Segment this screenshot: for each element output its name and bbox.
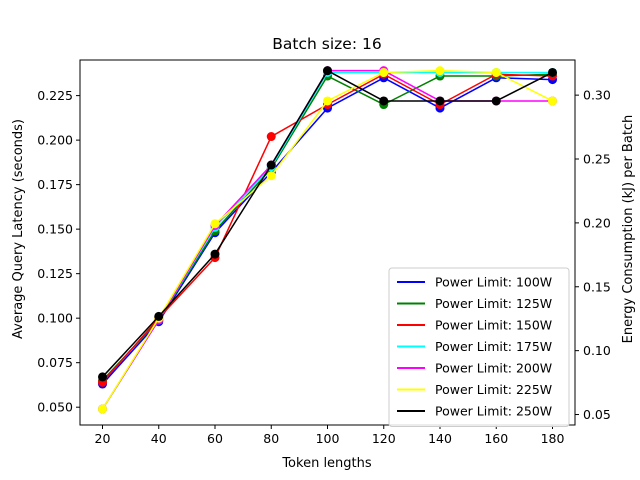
y-right-tick-label: 0.15	[583, 279, 611, 294]
legend: Power Limit: 100W Power Limit: 125W Power …	[388, 267, 570, 427]
legend-label: Power Limit: 200W	[435, 361, 552, 376]
legend-label: Power Limit: 250W	[435, 404, 552, 419]
legend-label: Power Limit: 100W	[435, 275, 552, 290]
x-tick-label: 60	[207, 431, 223, 446]
y-tick-label: 0.075	[37, 355, 73, 370]
legend-label: Power Limit: 150W	[435, 318, 552, 333]
y-tick-label: 0.200	[37, 133, 73, 148]
y-right-tick-label: 0.05	[583, 407, 611, 422]
data-point	[154, 311, 164, 321]
data-point	[266, 171, 276, 181]
data-point	[323, 96, 332, 106]
data-point	[491, 96, 501, 106]
legend-label: Power Limit: 225W	[435, 382, 552, 397]
legend-label: Power Limit: 175W	[435, 339, 552, 354]
data-point	[379, 96, 389, 106]
data-point	[210, 219, 220, 229]
x-tick-label: 100	[316, 431, 340, 446]
y-tick-label: 0.100	[37, 311, 73, 326]
data-point	[98, 372, 107, 382]
data-point	[435, 96, 445, 106]
series-layer	[98, 66, 557, 414]
y-right-tick-label: 0.10	[583, 343, 611, 358]
x-tick-label: 20	[95, 431, 111, 446]
x-tick-label: 80	[263, 431, 279, 446]
axes-layer: 20 40 60 80 100 120 140 160 180 0.050 0.075 0.100 0.…	[37, 59, 611, 446]
data-point	[379, 67, 389, 77]
y-tick-label: 0.175	[37, 177, 73, 192]
y-axis-right-label: Energy Consumption (kJ) per Batch	[621, 115, 636, 344]
data-point	[98, 404, 107, 414]
series-6	[98, 66, 557, 382]
y-tick-label: 0.225	[37, 88, 73, 103]
y-tick-label: 0.150	[37, 222, 73, 237]
data-point	[435, 66, 445, 76]
data-point	[323, 66, 332, 76]
data-point	[491, 67, 501, 77]
x-tick-label: 40	[151, 431, 167, 446]
y-tick-label: 0.125	[37, 266, 73, 281]
data-point	[548, 67, 557, 77]
y-axis-label: Average Query Latency (seconds)	[11, 119, 26, 339]
chart-title: Batch size: 16	[272, 35, 381, 53]
data-point	[210, 249, 220, 259]
x-tick-label: 160	[484, 431, 508, 446]
y-tick-label: 0.050	[37, 400, 73, 415]
x-tick-label: 140	[428, 431, 452, 446]
legend-box	[388, 267, 570, 427]
x-tick-label: 120	[372, 431, 396, 446]
x-axis-label: Token lengths	[281, 456, 372, 471]
y-right-tick-label: 0.20	[583, 215, 611, 230]
y-right-tick-label: 0.30	[583, 88, 611, 103]
data-point	[266, 132, 276, 142]
legend-label: Power Limit: 125W	[435, 296, 552, 311]
y-right-tick-label: 0.25	[583, 152, 611, 167]
data-point	[548, 96, 557, 106]
data-point	[266, 160, 276, 170]
x-tick-label: 180	[541, 431, 565, 446]
